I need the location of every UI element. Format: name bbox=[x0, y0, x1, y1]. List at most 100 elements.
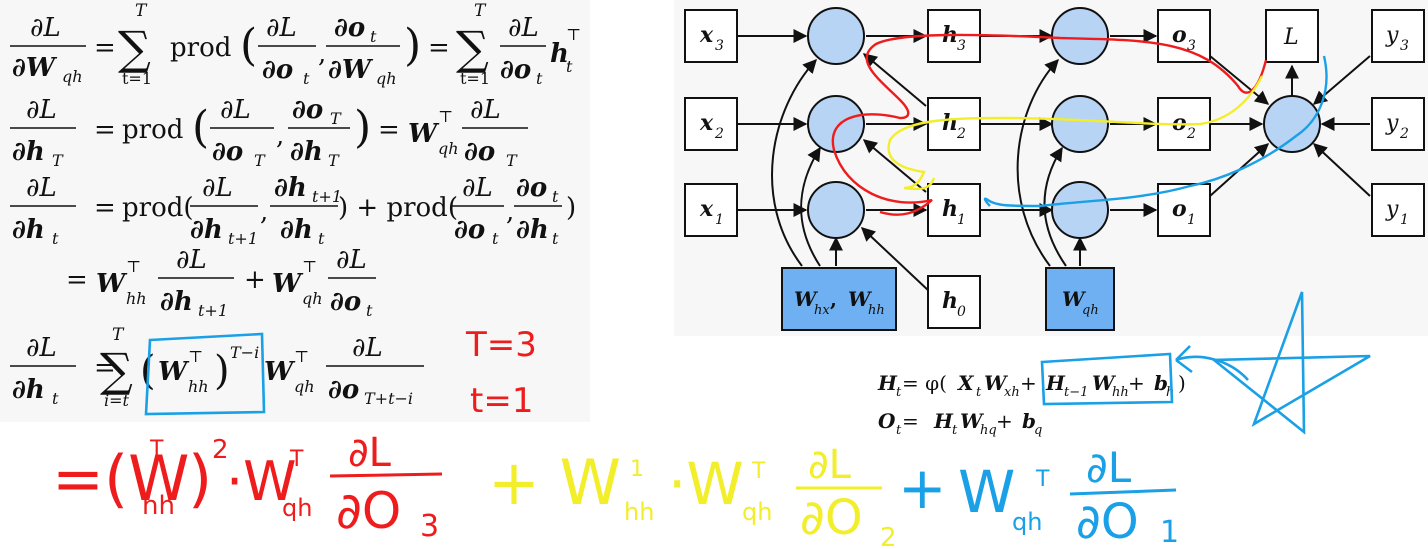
svg-text:,: , bbox=[318, 39, 326, 69]
svg-text:): ) bbox=[214, 348, 230, 394]
svg-text:): ) bbox=[188, 442, 212, 515]
svg-text:T: T bbox=[751, 459, 766, 484]
eq1-prod: prod bbox=[170, 33, 231, 63]
svg-text:∂L: ∂L bbox=[336, 245, 367, 275]
svg-text:∂L: ∂L bbox=[470, 95, 501, 125]
output-unit-3 bbox=[1052, 8, 1108, 64]
svg-text:H: H bbox=[933, 409, 954, 433]
svg-text:hx: hx bbox=[814, 303, 830, 318]
svg-text:qh: qh bbox=[376, 69, 397, 88]
svg-text:∂L: ∂L bbox=[808, 442, 852, 488]
svg-text:(: ( bbox=[240, 20, 257, 71]
svg-text:): ) bbox=[1178, 371, 1186, 395]
svg-text:∂L: ∂L bbox=[352, 333, 383, 363]
svg-text:∂h: ∂h bbox=[12, 375, 45, 405]
expansion-blue: + W qh T ∂L ∂O 1 bbox=[898, 443, 1179, 549]
svg-text:∂o: ∂o bbox=[292, 95, 323, 125]
svg-text:,: , bbox=[506, 197, 514, 227]
svg-text:T: T bbox=[52, 151, 64, 170]
svg-text:t+1: t+1 bbox=[228, 229, 258, 248]
output-unit-1 bbox=[1052, 182, 1108, 238]
svg-text:∑: ∑ bbox=[456, 21, 489, 75]
svg-text:W: W bbox=[958, 458, 1015, 526]
svg-text:∂O: ∂O bbox=[800, 490, 863, 546]
svg-text:qh: qh bbox=[438, 139, 459, 158]
svg-text:∂L: ∂L bbox=[26, 333, 57, 363]
eq1-frac-r-num: ∂L bbox=[508, 13, 539, 43]
svg-text:T: T bbox=[474, 1, 487, 21]
svg-text:2: 2 bbox=[1186, 126, 1196, 142]
svg-text:⊤: ⊤ bbox=[294, 347, 309, 366]
svg-text:t: t bbox=[52, 389, 59, 408]
svg-text:t: t bbox=[952, 423, 958, 438]
svg-text:∂L: ∂L bbox=[462, 173, 493, 203]
svg-text:t: t bbox=[52, 229, 59, 248]
svg-text:∂h: ∂h bbox=[280, 215, 313, 245]
svg-text:): ) bbox=[354, 102, 371, 153]
svg-text:y: y bbox=[1385, 197, 1399, 222]
svg-text:,: , bbox=[276, 121, 284, 151]
eq1-sum-top: T bbox=[135, 1, 148, 21]
svg-text:T: T bbox=[330, 109, 342, 128]
svg-text:H: H bbox=[1045, 371, 1066, 395]
svg-text:qh: qh bbox=[1082, 303, 1099, 318]
expansion-yellow: + W hh 1 ·W qh T ∂L ∂O 2 bbox=[488, 442, 897, 549]
svg-text:): ) bbox=[404, 20, 421, 71]
hidden-unit-3 bbox=[808, 8, 864, 64]
svg-text:+: + bbox=[1020, 371, 1037, 395]
svg-text:t: t bbox=[318, 229, 325, 248]
svg-text:h: h bbox=[942, 288, 958, 314]
svg-text:qh: qh bbox=[282, 494, 312, 522]
svg-text:t: t bbox=[552, 229, 559, 248]
svg-text:1: 1 bbox=[715, 212, 724, 228]
svg-text:,: , bbox=[260, 197, 268, 227]
svg-text:∂L: ∂L bbox=[220, 95, 251, 125]
svg-text:t=1: t=1 bbox=[460, 69, 490, 88]
eq1-sum-bottom: t=1 bbox=[122, 69, 152, 88]
svg-text:y: y bbox=[1385, 23, 1399, 48]
svg-text:t: t bbox=[566, 57, 573, 76]
svg-text:3: 3 bbox=[957, 38, 966, 54]
svg-text:h: h bbox=[942, 110, 958, 136]
svg-text:∂L: ∂L bbox=[26, 173, 57, 203]
svg-text:=: = bbox=[94, 193, 116, 223]
note-t: t=1 bbox=[470, 381, 533, 421]
svg-text:1: 1 bbox=[1187, 212, 1196, 228]
svg-text:1: 1 bbox=[957, 212, 966, 228]
svg-text:=: = bbox=[94, 33, 116, 63]
svg-text:W: W bbox=[96, 269, 128, 299]
svg-text:∂h: ∂h bbox=[190, 215, 223, 245]
svg-text:=: = bbox=[378, 115, 400, 145]
svg-text:i=t: i=t bbox=[104, 391, 130, 410]
svg-text:+: + bbox=[996, 409, 1013, 433]
svg-text:T: T bbox=[1035, 467, 1050, 492]
eq1-lhs-denominator: ∂W bbox=[12, 53, 58, 83]
svg-text:∂o: ∂o bbox=[500, 55, 531, 85]
svg-text:3: 3 bbox=[1400, 38, 1409, 54]
svg-text:=: = bbox=[902, 409, 919, 433]
eq1-frac-b-num: ∂o bbox=[334, 13, 365, 43]
arrow-doodle-blue bbox=[1176, 346, 1248, 380]
svg-text:⊤: ⊤ bbox=[566, 25, 581, 44]
svg-text:T: T bbox=[254, 151, 266, 170]
svg-text:=: = bbox=[66, 265, 88, 295]
expansion-red: =(W hh T ) 2 ·W qh T ∂L ∂O 3 bbox=[52, 430, 442, 544]
svg-text:+: + bbox=[898, 454, 947, 522]
svg-text:T: T bbox=[112, 325, 125, 345]
loss-unit bbox=[1264, 96, 1320, 152]
svg-text:H: H bbox=[877, 371, 898, 395]
svg-text:+: + bbox=[244, 265, 266, 295]
eq1-frac-a-den: ∂o bbox=[262, 55, 293, 85]
svg-text:W: W bbox=[264, 357, 296, 387]
svg-text:∂O: ∂O bbox=[1076, 494, 1139, 549]
svg-text:⊤: ⊤ bbox=[302, 257, 317, 276]
svg-text:∂L: ∂L bbox=[202, 173, 233, 203]
svg-text:⊤: ⊤ bbox=[438, 107, 453, 126]
eq2-w: W bbox=[408, 119, 440, 149]
svg-text:2: 2 bbox=[880, 523, 897, 549]
svg-text:h: h bbox=[942, 196, 958, 222]
svg-text:⊤: ⊤ bbox=[126, 257, 141, 276]
eq1-lhs-numerator: ∂L bbox=[30, 13, 61, 43]
eq1-frac-a-num: ∂L bbox=[266, 13, 297, 43]
